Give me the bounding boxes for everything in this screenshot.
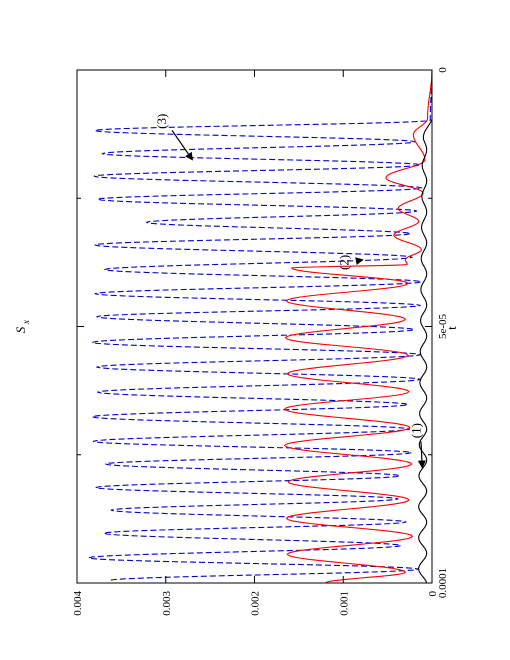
y-tick-label: 0 xyxy=(427,591,439,597)
y-axis-label-sub: x xyxy=(21,320,31,325)
series-3-line xyxy=(88,70,432,581)
y-tick-label: 0.004 xyxy=(72,591,84,616)
y-axis-label: S x xyxy=(13,320,31,333)
series-2-line xyxy=(283,70,432,583)
annotation-arrow xyxy=(171,130,193,161)
annotation-label: (2) xyxy=(337,255,352,270)
y-tick-label: 0.001 xyxy=(338,591,350,616)
y-tick-label: 0.002 xyxy=(250,591,262,616)
annotations: (1) (2) (3) xyxy=(154,114,426,469)
plot-area xyxy=(88,70,432,583)
annotation-1: (1) xyxy=(408,423,426,469)
series-1-line xyxy=(418,70,432,583)
annotation-label: (3) xyxy=(154,114,169,129)
x-axis-label: t xyxy=(444,326,459,330)
x-tick-label: 5e-05 xyxy=(437,313,449,339)
y-tick-label: 0.003 xyxy=(161,591,173,616)
annotation-label: (1) xyxy=(408,423,423,438)
x-tick-label: 0.0001 xyxy=(437,568,449,598)
annotation-arrow xyxy=(417,441,426,469)
x-tick-label: 0 xyxy=(437,67,449,73)
annotation-arrow xyxy=(355,257,364,265)
annotation-2: (2) xyxy=(337,255,364,270)
y-axis-label-main: S xyxy=(13,326,28,333)
annotation-3: (3) xyxy=(154,114,193,161)
